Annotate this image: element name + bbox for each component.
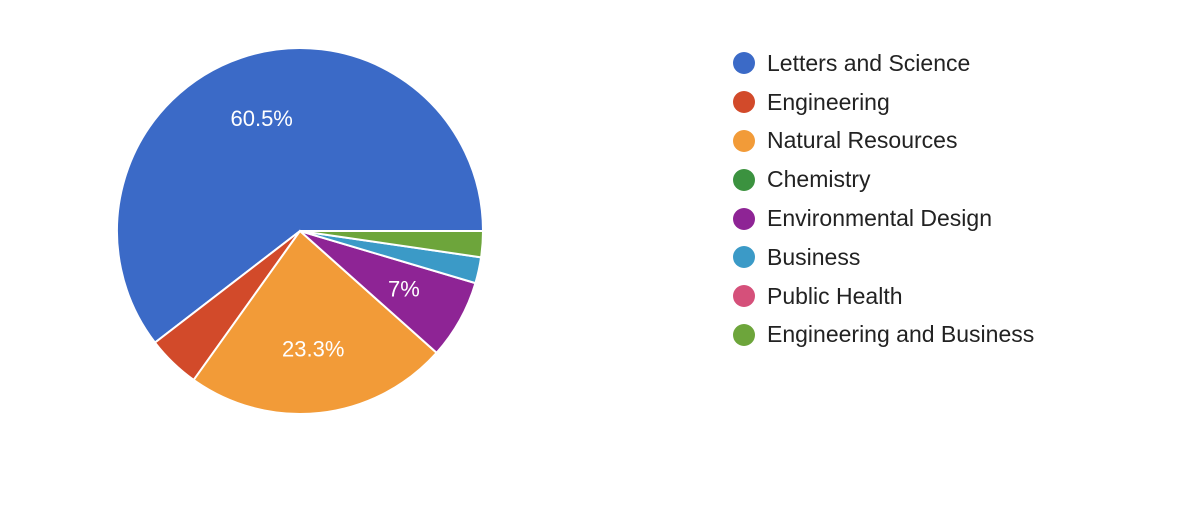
pie-slice-letters-and-science (116, 47, 485, 345)
chart-legend: Letters and Science Engineering Natural Re… (733, 44, 1034, 354)
legend-swatch (733, 246, 755, 269)
legend-item-natural-resources: Natural Resources (733, 122, 1034, 161)
legend-swatch (733, 168, 755, 191)
legend-label: Engineering and Business (767, 321, 1035, 348)
legend-item-engineering-and-business: Engineering and Business (733, 316, 1034, 355)
pie-data-labels: 60.5% 23.3% 7% (230, 106, 419, 362)
legend-swatch (733, 285, 755, 308)
legend-item-letters-and-science: Letters and Science (733, 44, 1034, 83)
pie-slice-engineering-and-business (299, 230, 485, 259)
legend-label: Business (767, 243, 861, 270)
legend-label: Natural Resources (767, 127, 958, 154)
legend-label: Chemistry (767, 166, 871, 193)
legend-item-environmental-design: Environmental Design (733, 199, 1034, 238)
pie-slice-natural-resources (192, 229, 439, 415)
legend-swatch (733, 52, 755, 75)
data-label-letters-and-science: 60.5% (230, 106, 292, 131)
pie-slices (116, 47, 485, 415)
legend-swatch (733, 207, 755, 230)
legend-label: Environmental Design (767, 205, 993, 232)
legend-label: Letters and Science (767, 49, 971, 76)
legend-label: Public Health (767, 282, 903, 309)
legend-item-chemistry: Chemistry (733, 160, 1034, 199)
legend-swatch (733, 323, 755, 346)
legend-item-engineering: Engineering (733, 83, 1034, 122)
legend-label: Engineering (767, 88, 890, 115)
legend-item-public-health: Public Health (733, 277, 1034, 316)
data-label-environmental-design: 7% (388, 276, 420, 301)
legend-swatch (733, 91, 755, 114)
legend-item-business: Business (733, 238, 1034, 277)
legend-swatch (733, 129, 755, 152)
data-label-natural-resources: 23.3% (282, 337, 344, 362)
